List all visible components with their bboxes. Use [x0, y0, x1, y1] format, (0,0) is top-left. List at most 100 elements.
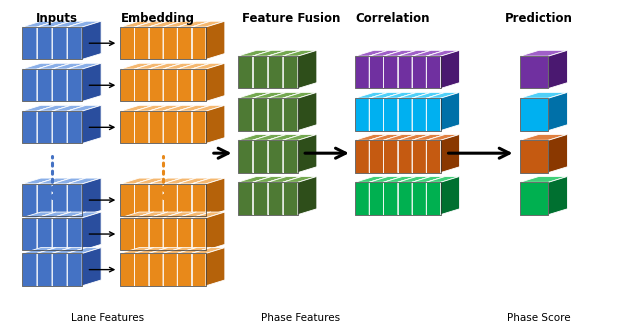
Text: Phase Score: Phase Score	[507, 313, 571, 323]
Polygon shape	[82, 212, 101, 250]
Polygon shape	[177, 248, 211, 253]
Polygon shape	[440, 176, 460, 215]
Polygon shape	[163, 105, 182, 143]
Polygon shape	[283, 176, 301, 215]
Polygon shape	[412, 176, 431, 215]
Polygon shape	[191, 105, 211, 143]
Polygon shape	[383, 135, 403, 173]
Polygon shape	[206, 212, 225, 250]
Polygon shape	[177, 21, 196, 59]
Polygon shape	[134, 248, 154, 286]
Polygon shape	[177, 111, 191, 143]
Polygon shape	[177, 178, 196, 216]
Polygon shape	[383, 182, 397, 215]
Polygon shape	[148, 248, 182, 253]
Polygon shape	[355, 56, 369, 89]
Polygon shape	[37, 253, 52, 286]
Polygon shape	[397, 56, 412, 89]
Text: Correlation: Correlation	[356, 13, 430, 25]
Polygon shape	[383, 92, 417, 98]
Polygon shape	[383, 176, 403, 215]
Polygon shape	[206, 248, 225, 286]
Polygon shape	[253, 140, 268, 173]
Polygon shape	[412, 50, 445, 56]
Polygon shape	[37, 111, 52, 143]
Polygon shape	[440, 50, 460, 89]
Polygon shape	[440, 135, 460, 173]
Polygon shape	[548, 92, 568, 131]
Polygon shape	[206, 105, 225, 143]
Polygon shape	[369, 135, 388, 173]
Polygon shape	[237, 176, 271, 182]
Polygon shape	[520, 98, 548, 131]
Polygon shape	[67, 253, 82, 286]
Polygon shape	[369, 140, 383, 173]
Polygon shape	[426, 50, 460, 56]
Polygon shape	[191, 248, 225, 253]
Polygon shape	[67, 27, 82, 59]
Polygon shape	[148, 21, 168, 59]
Polygon shape	[268, 92, 301, 98]
Polygon shape	[177, 69, 191, 101]
Polygon shape	[191, 212, 225, 218]
Polygon shape	[355, 98, 369, 131]
Text: Lane Features: Lane Features	[71, 313, 144, 323]
Polygon shape	[120, 21, 154, 27]
Polygon shape	[283, 135, 301, 173]
Polygon shape	[426, 92, 460, 98]
Polygon shape	[237, 182, 253, 215]
Polygon shape	[177, 248, 196, 286]
Polygon shape	[412, 182, 426, 215]
Polygon shape	[426, 140, 440, 173]
Polygon shape	[355, 92, 388, 98]
Polygon shape	[67, 218, 82, 250]
Polygon shape	[163, 248, 196, 253]
Polygon shape	[383, 98, 397, 131]
Polygon shape	[283, 50, 301, 89]
Polygon shape	[369, 176, 403, 182]
Polygon shape	[52, 253, 67, 286]
Polygon shape	[22, 69, 37, 101]
Polygon shape	[355, 140, 369, 173]
Polygon shape	[283, 176, 317, 182]
Polygon shape	[22, 218, 37, 250]
Polygon shape	[163, 184, 177, 216]
Polygon shape	[397, 176, 431, 182]
Polygon shape	[134, 21, 154, 59]
Polygon shape	[191, 21, 211, 59]
Polygon shape	[134, 27, 148, 59]
Polygon shape	[369, 182, 383, 215]
Polygon shape	[120, 63, 154, 69]
Polygon shape	[177, 105, 196, 143]
Polygon shape	[67, 21, 101, 27]
Polygon shape	[283, 135, 317, 140]
Polygon shape	[67, 63, 101, 69]
Polygon shape	[67, 178, 101, 184]
Polygon shape	[163, 63, 182, 101]
Polygon shape	[120, 212, 154, 218]
Polygon shape	[22, 184, 37, 216]
Polygon shape	[397, 140, 412, 173]
Polygon shape	[397, 176, 417, 215]
Polygon shape	[268, 92, 287, 131]
Polygon shape	[397, 182, 412, 215]
Polygon shape	[120, 178, 154, 184]
Polygon shape	[163, 111, 177, 143]
Polygon shape	[369, 92, 388, 131]
Polygon shape	[283, 92, 301, 131]
Polygon shape	[520, 176, 568, 182]
Polygon shape	[22, 21, 56, 27]
Polygon shape	[426, 135, 460, 140]
Polygon shape	[283, 182, 298, 215]
Polygon shape	[120, 111, 134, 143]
Polygon shape	[82, 63, 101, 101]
Polygon shape	[22, 105, 56, 111]
Polygon shape	[520, 92, 568, 98]
Polygon shape	[177, 218, 191, 250]
Polygon shape	[191, 111, 206, 143]
Polygon shape	[163, 27, 177, 59]
Polygon shape	[163, 212, 182, 250]
Polygon shape	[298, 92, 317, 131]
Polygon shape	[426, 98, 440, 131]
Polygon shape	[191, 253, 206, 286]
